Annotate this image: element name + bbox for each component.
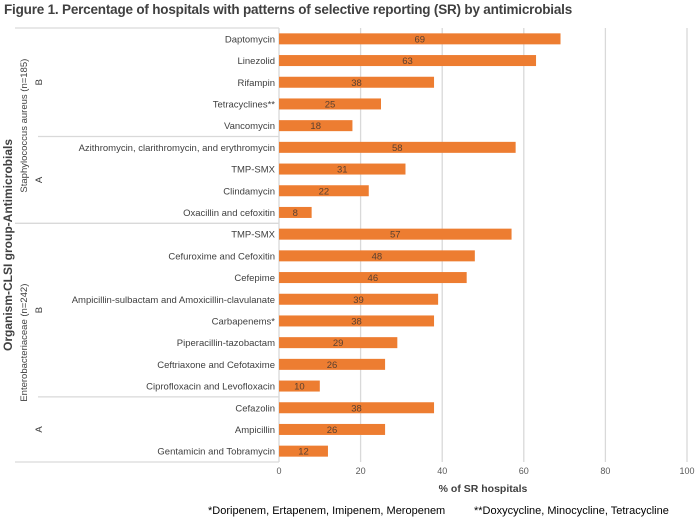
bar [279,250,475,262]
subgroup-label: A [34,426,45,433]
data-label: 25 [325,99,336,110]
bar [279,33,561,45]
data-label: 38 [351,78,362,89]
bars [279,33,561,457]
subgroup-label: B [34,79,45,85]
data-label: 63 [402,56,413,67]
data-label: 46 [368,273,379,284]
data-label: 39 [353,295,364,306]
subgroup-label: A [34,176,45,183]
category-label: Tetracyclines** [213,99,276,110]
y-axis-title: Organism-CLSI group-Antimicrobials [1,139,15,351]
category-label: Cefuroxime and Cefoxitin [168,251,275,262]
bar [279,120,353,132]
data-label: 38 [351,403,362,414]
category-label: Oxacillin and cefoxitin [183,208,275,219]
bar [279,337,398,349]
category-label: Carbapenems* [212,316,276,327]
data-label: 29 [333,338,344,349]
subgroup-label: B [34,307,45,313]
x-tick-label: 60 [519,466,529,476]
bar [279,228,512,240]
organism-label: Enterobacteriaceae (n=242) [19,284,30,402]
footnote-carbapenems: *Doripenem, Ertapenem, Imipenem, Meropen… [208,505,445,517]
bar [279,423,386,435]
data-label: 26 [327,425,338,436]
bar [279,206,312,218]
bar [279,380,320,392]
data-label: 48 [372,251,383,262]
category-label: Gentamicin and Tobramycin [157,447,275,458]
organism-label: Staphylococcus aureus (n=185) [19,59,30,193]
x-tick-label: 0 [276,466,281,476]
x-tick-label: 100 [679,466,694,476]
category-labels: Daptomycin Linezolid Rifampin Tetracyclines… [72,34,276,457]
bar [279,293,439,305]
data-label: 69 [414,34,425,45]
data-label: 8 [293,208,298,219]
x-axis-title: % of SR hospitals [439,483,528,495]
bar [279,272,467,284]
data-label: 10 [294,382,305,393]
bar [279,141,516,153]
x-tick-label: 20 [356,466,366,476]
bar [279,445,328,457]
bar [279,76,435,88]
data-label: 38 [351,316,362,327]
category-label: Ampicillin-sulbactam and Amoxicillin-cla… [72,295,275,306]
gridlines [359,28,688,462]
bar [279,55,537,67]
footnote-tetracyclines: **Doxycycline, Minocycline, Tetracycline [474,505,669,517]
data-label: 26 [327,360,338,371]
category-label: Ceftriaxone and Cefotaxime [157,360,275,371]
bar [279,185,369,197]
category-label: Daptomycin [225,34,275,45]
bar [279,402,435,414]
category-label: Ciprofloxacin and Levofloxacin [146,382,275,393]
data-label: 18 [310,121,321,132]
category-label: Cefazolin [235,403,275,414]
data-label: 22 [319,186,330,197]
category-label: TMP-SMX [231,230,275,241]
chart-title: Figure 1. Percentage of hospitals with p… [4,2,573,17]
category-label: Azithromycin, clarithromycin, and erythr… [79,143,275,154]
bar [279,358,386,370]
category-label: Rifampin [238,78,276,89]
x-tick-label: 40 [437,466,447,476]
bar [279,315,435,327]
category-label: Cefepime [234,273,275,284]
data-label: 31 [337,165,348,176]
x-tick-label: 80 [600,466,610,476]
x-tick-labels: 0 20 40 60 80 100 [276,466,694,476]
data-label: 58 [392,143,403,154]
bar [279,98,381,110]
category-label: Linezolid [238,56,276,67]
data-label: 12 [298,447,309,458]
category-label: Vancomycin [224,121,275,132]
category-label: TMP-SMX [231,165,275,176]
category-label: Ampicillin [235,425,275,436]
category-label: Piperacillin-tazobactam [177,338,275,349]
category-label: Clindamycin [223,186,275,197]
bar [279,163,406,175]
data-label: 57 [390,230,401,241]
group-labels: B A Staphylococcus aureus (n=185) B A Enterob… [15,59,279,433]
